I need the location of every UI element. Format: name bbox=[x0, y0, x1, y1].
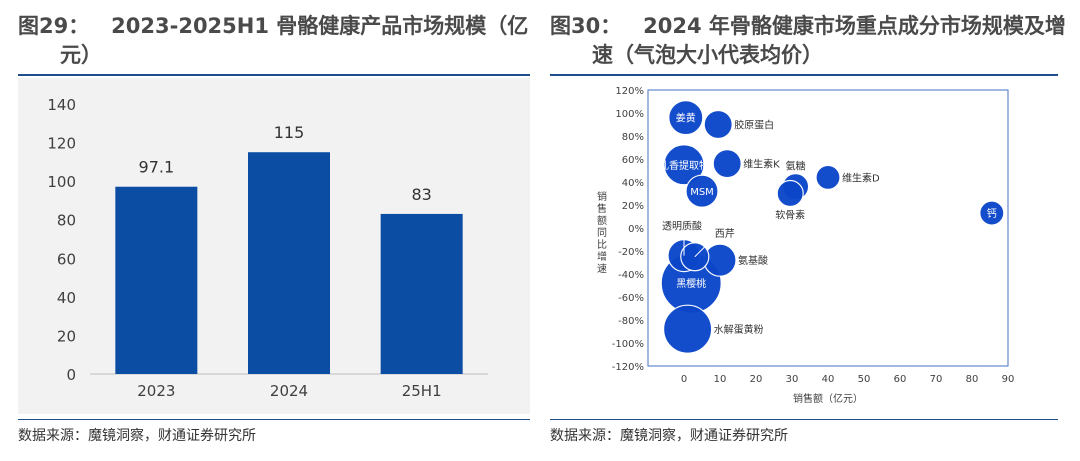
bar-2024 bbox=[248, 152, 330, 374]
bubble-label: 水解蛋黄粉 bbox=[714, 323, 764, 336]
y-axis-title-char: 增 bbox=[597, 250, 607, 263]
x-axis-title: 销售额（亿元） bbox=[793, 392, 863, 405]
right-title-line1: 2024 年骨骼健康市场重点成分市场规模及增 bbox=[643, 14, 1066, 38]
y-tick-label: -80% bbox=[618, 316, 644, 327]
bubble-label: 维生素D bbox=[842, 171, 880, 184]
y-tick-label: 60 bbox=[57, 250, 76, 268]
left-title-rule bbox=[18, 74, 530, 76]
x-tick-label: 70 bbox=[930, 374, 943, 385]
y-tick-label: 100% bbox=[615, 109, 644, 120]
bubble-label: 乳香提取物 bbox=[659, 159, 709, 172]
y-axis-title-char: 比 bbox=[597, 239, 607, 251]
y-axis-title-char: 额 bbox=[597, 214, 607, 227]
left-title-line1: 2023-2025H1 骨骼健康产品市场规模（亿 bbox=[111, 14, 529, 38]
bar-chart: 0 20 40 60 80 100 120 140 97.1 2023 115 2024 83 25H1 bbox=[47, 96, 488, 400]
left-title-line2: 元） bbox=[60, 43, 102, 67]
x-tick-label: 90 bbox=[1002, 374, 1015, 385]
bubble-chart: -120% -100% -80% -60% -40% -20% 0% 20% 40% 60% 80%… bbox=[597, 86, 1015, 405]
right-figure-label: 图30： bbox=[550, 14, 622, 38]
left-source-note: 数据来源：魔镜洞察，财通证券研究所 bbox=[18, 428, 256, 444]
y-tick-label: -120% bbox=[612, 362, 644, 373]
y-tick-label: 40 bbox=[57, 289, 76, 307]
left-figure-label: 图29： bbox=[18, 14, 90, 38]
y-tick-label: -20% bbox=[618, 247, 644, 258]
x-tick-label: 10 bbox=[714, 374, 727, 385]
bubble-label: 维生素K bbox=[743, 158, 780, 171]
left-bottom-rule bbox=[18, 419, 530, 420]
bubble-label: 钙 bbox=[987, 207, 997, 220]
bubble-label: 透明质酸 bbox=[662, 220, 702, 233]
bubble-钙 bbox=[979, 200, 1005, 226]
y-tick-label: 60% bbox=[622, 155, 644, 166]
bar-value-label: 97.1 bbox=[139, 158, 175, 177]
y-tick-label: 40% bbox=[622, 178, 644, 189]
y-tick-label: 0 bbox=[66, 366, 76, 384]
x-tick-label: 50 bbox=[858, 374, 871, 385]
y-tick-label: 20 bbox=[57, 327, 76, 345]
right-title-line2: 速（气泡大小代表均价） bbox=[592, 43, 823, 67]
y-tick-label: -60% bbox=[618, 293, 644, 304]
right-figure-title: 图30： 2024 年骨骼健康市场重点成分市场规模及增 速（气泡大小代表均价） bbox=[550, 12, 1070, 70]
y-tick-label: 80 bbox=[57, 212, 76, 230]
bubble-胶原蛋白 bbox=[703, 109, 733, 140]
bubble-MSM bbox=[685, 174, 719, 208]
bubble-label: 氨基酸 bbox=[738, 254, 768, 267]
right-title-rule bbox=[550, 74, 1058, 76]
left-figure-title: 图29： 2023-2025H1 骨骼健康产品市场规模（亿 元） bbox=[18, 12, 538, 70]
bubble-label: 姜黄 bbox=[676, 112, 696, 125]
y-axis-title-char: 售 bbox=[597, 202, 607, 215]
bubble-姜黄 bbox=[668, 99, 704, 136]
y-tick-label: 100 bbox=[47, 173, 76, 191]
bubble-leader-line bbox=[694, 236, 716, 258]
bar-value-label: 115 bbox=[274, 123, 305, 142]
x-tick-label: 40 bbox=[822, 374, 835, 385]
bar-2023 bbox=[115, 186, 198, 374]
y-tick-label: 140 bbox=[47, 96, 76, 114]
bubble-label: 西芹 bbox=[715, 228, 735, 240]
y-tick-label: -100% bbox=[612, 339, 644, 350]
bubble-维生素D bbox=[815, 164, 841, 191]
bar-25H1 bbox=[380, 213, 463, 374]
y-axis-title-char: 销 bbox=[597, 190, 607, 203]
right-source-note: 数据来源：魔镜洞察，财通证券研究所 bbox=[550, 428, 788, 444]
bubble-label: 软骨素 bbox=[775, 209, 805, 222]
bubble-维生素K bbox=[712, 148, 742, 179]
y-axis-title-char: 同 bbox=[597, 227, 607, 239]
y-tick-label: -40% bbox=[618, 270, 644, 281]
x-tick-label: 60 bbox=[894, 374, 907, 385]
x-tick-label: 80 bbox=[966, 374, 979, 385]
bar-value-label: 83 bbox=[411, 185, 431, 204]
y-tick-label: 80% bbox=[622, 132, 644, 143]
y-axis-title-char: 速 bbox=[597, 263, 607, 275]
x-tick-label: 0 bbox=[681, 374, 687, 385]
bubble-label: 氨糖 bbox=[786, 160, 806, 173]
x-tick-label: 25H1 bbox=[402, 382, 442, 400]
x-tick-label: 30 bbox=[786, 374, 799, 385]
x-tick-label: 20 bbox=[750, 374, 763, 385]
bubble-软骨素 bbox=[776, 179, 804, 208]
y-axis-title: 销售额同比增速 bbox=[597, 190, 607, 275]
bubble-水解蛋黄粉 bbox=[663, 304, 713, 354]
y-tick-label: 20% bbox=[622, 201, 644, 212]
bubble-label: MSM bbox=[690, 187, 714, 198]
y-tick-label: 0% bbox=[628, 224, 644, 235]
bubble-label: 胶原蛋白 bbox=[734, 119, 774, 132]
y-tick-label: 120 bbox=[47, 135, 76, 153]
y-tick-label: 120% bbox=[615, 86, 644, 97]
x-tick-label: 2024 bbox=[270, 382, 308, 400]
right-bottom-rule bbox=[550, 419, 1058, 420]
bubble-乳香提取物 bbox=[663, 144, 705, 186]
x-tick-label: 2023 bbox=[137, 382, 175, 400]
bubble-label: 黑樱桃 bbox=[676, 277, 706, 290]
